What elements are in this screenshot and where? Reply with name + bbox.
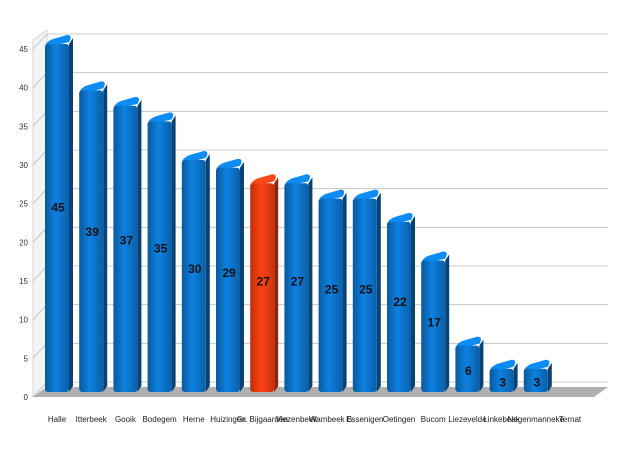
data-label: 35 xyxy=(154,242,168,256)
gridline-wall xyxy=(32,111,48,127)
data-label: 22 xyxy=(393,295,407,309)
y-tick-label: 45 xyxy=(19,45,28,54)
y-tick-label: 5 xyxy=(24,354,29,363)
data-label: 3 xyxy=(533,375,540,389)
y-tick-label: 35 xyxy=(19,122,28,131)
data-label: 29 xyxy=(222,266,236,280)
x-tick-label: Bucom xyxy=(421,415,446,424)
bar xyxy=(489,359,518,392)
bar xyxy=(455,336,484,392)
y-tick-label: 25 xyxy=(19,200,28,209)
gridline-wall xyxy=(32,343,48,359)
data-label: 27 xyxy=(257,274,271,288)
gridline-wall xyxy=(32,72,48,88)
y-axis-ticks: 0 5 10 15 20 25 30 35 40 45 xyxy=(19,45,28,402)
bar xyxy=(318,189,347,392)
value-labels: 45 39 37 35 30 29 27 27 25 25 22 17 6 3 3 xyxy=(51,201,540,390)
bar xyxy=(523,359,552,392)
gridline-wall xyxy=(32,265,48,282)
data-label: 39 xyxy=(86,225,100,239)
bar xyxy=(352,189,381,392)
bar xyxy=(387,212,415,392)
x-tick-label: Oetingen xyxy=(383,415,415,424)
data-label: 37 xyxy=(120,233,134,247)
bar xyxy=(113,96,142,392)
data-label: 25 xyxy=(325,283,339,297)
x-tick-label: Bodegem xyxy=(142,415,177,424)
gridline-wall xyxy=(32,381,48,398)
x-tick-label: Herne xyxy=(183,415,205,424)
x-tick-label: Wambeek B xyxy=(309,415,352,424)
data-label: 27 xyxy=(291,274,305,288)
data-label: 30 xyxy=(188,262,202,276)
x-tick-label: Huizingen xyxy=(210,415,246,424)
x-tick-label: Linkebeek xyxy=(483,415,520,424)
x-tick-label: Gooik xyxy=(115,415,137,424)
x-tick-label: Ternat xyxy=(559,415,582,424)
y-tick-label: 30 xyxy=(19,161,28,170)
x-tick-label: Halle xyxy=(48,415,67,424)
y-tick-label: 0 xyxy=(24,393,29,402)
x-tick-label: Itterbeek xyxy=(76,415,108,424)
x-tick-label: Liezevelde xyxy=(448,415,487,424)
y-tick-label: 40 xyxy=(19,84,28,93)
x-tick-label: Gr. Bijgaarden xyxy=(237,415,288,424)
data-label: 6 xyxy=(465,364,472,378)
gridline-wall xyxy=(32,149,48,166)
y-tick-label: 15 xyxy=(19,277,28,286)
y-tick-label: 10 xyxy=(19,316,28,325)
bar xyxy=(181,151,210,392)
bar xyxy=(250,174,279,392)
bar xyxy=(45,35,73,392)
bar xyxy=(216,158,244,392)
data-label: 25 xyxy=(359,283,373,297)
x-tick-label: Negenmanneke xyxy=(508,415,565,424)
gridline-wall xyxy=(32,188,48,204)
gridline-wall xyxy=(32,33,48,50)
x-tick-label: Vlezenbeek xyxy=(275,415,318,424)
bar xyxy=(421,251,450,392)
bar xyxy=(79,81,108,393)
gridline-wall xyxy=(32,304,48,320)
bar xyxy=(284,174,313,392)
bar xyxy=(147,112,176,392)
bars xyxy=(45,35,552,393)
data-label: 45 xyxy=(51,201,65,215)
y-tick-label: 20 xyxy=(19,238,28,247)
data-label: 3 xyxy=(499,375,506,389)
gridline-wall xyxy=(32,227,48,243)
x-axis-labels: Halle Itterbeek Gooik Bodegem Herne Huizingen… xyxy=(48,415,582,424)
data-label: 17 xyxy=(428,315,442,329)
x-tick-label: Essenigen xyxy=(346,415,383,424)
